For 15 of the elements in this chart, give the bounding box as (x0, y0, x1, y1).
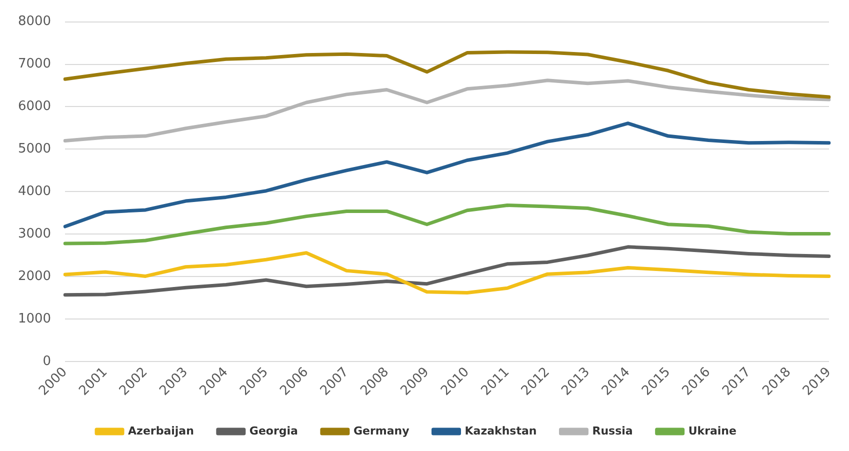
legend-label: Kazakhstan (464, 424, 537, 438)
y-tick-label: 2000 (18, 269, 52, 284)
legend-label: Russia (592, 424, 633, 438)
legend-label: Ukraine (688, 424, 736, 438)
legend-label: Georgia (249, 424, 298, 438)
y-tick-label: 7000 (18, 56, 52, 72)
y-tick-label: 0 (42, 354, 52, 369)
y-tick-label: 6000 (18, 99, 52, 114)
y-tick-label: 1000 (18, 311, 52, 326)
y-tick-label: 3000 (18, 226, 52, 242)
y-tick-label: 4000 (18, 184, 52, 200)
y-tick-label: 8000 (18, 14, 52, 30)
legend-label: Germany (353, 424, 410, 438)
legend-label: Azerbaijan (128, 424, 194, 438)
y-tick-label: 5000 (18, 142, 52, 157)
